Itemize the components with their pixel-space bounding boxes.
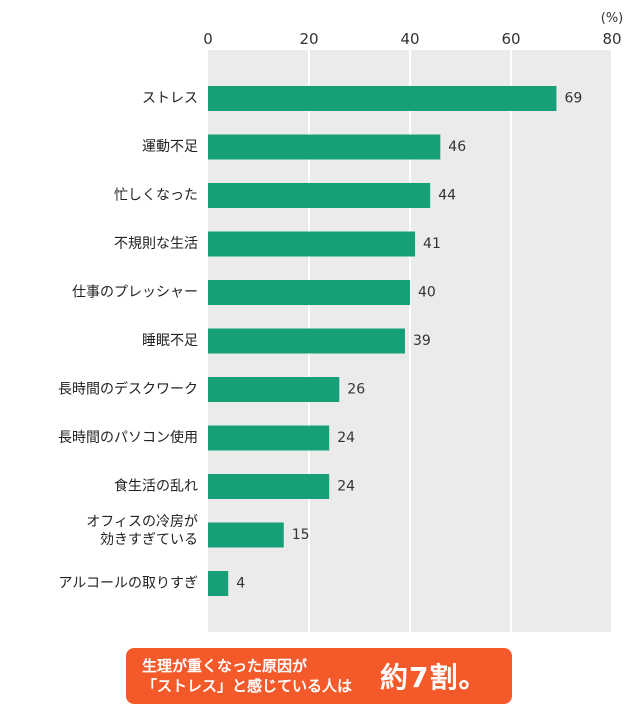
bar [208, 522, 284, 548]
data-label: 4 [236, 576, 245, 592]
x-tick-label: 60 [501, 30, 520, 48]
category-label: 長時間のデスクワーク [58, 381, 198, 398]
callout-highlight: 約7割。 [380, 661, 488, 694]
data-label: 24 [337, 479, 355, 495]
x-tick-label: 0 [203, 30, 213, 48]
bar [208, 183, 431, 208]
category-label: 運動不足 [142, 139, 198, 155]
bar [208, 86, 557, 111]
category-label-line: オフィスの冷房が [86, 514, 198, 530]
x-tick-label: 80 [602, 30, 621, 48]
category-label-line: 効きすぎている [100, 532, 198, 548]
data-label: 46 [448, 139, 466, 155]
bar [208, 377, 340, 402]
bar [208, 231, 416, 257]
x-tick-label: 40 [400, 30, 419, 48]
data-label: 24 [337, 430, 355, 446]
category-label: ストレス [142, 91, 198, 107]
category-label: 食生活の乱れ [114, 478, 198, 495]
data-label: 15 [292, 527, 310, 543]
data-label: 39 [413, 333, 431, 349]
bar [208, 134, 441, 160]
data-label: 44 [438, 188, 456, 204]
category-label: オフィスの冷房が効きすぎている [86, 514, 198, 548]
unit-label: (%) [601, 11, 624, 26]
bar [208, 425, 330, 451]
category-label: 忙しくなった [114, 188, 198, 204]
bar [208, 280, 410, 305]
category-label: 不規則な生活 [114, 236, 198, 252]
callout-line-2: 「ストレス」と感じている人は [142, 677, 353, 695]
callout-line-1: 生理が重くなった原因が [142, 657, 308, 675]
data-label: 69 [564, 91, 582, 107]
bar [208, 328, 405, 354]
bar [208, 571, 229, 596]
x-tick-label: 20 [299, 30, 318, 48]
category-label: アルコールの取りすぎ [58, 576, 198, 592]
summary-callout: 生理が重くなった原因が 「ストレス」と感じている人は 約7割。 [126, 648, 512, 704]
category-label: 睡眠不足 [142, 333, 198, 349]
data-label: 26 [347, 382, 365, 398]
callout-text: 生理が重くなった原因が 「ストレス」と感じている人は [142, 656, 352, 696]
data-label: 41 [423, 236, 441, 252]
category-label: 長時間のパソコン使用 [58, 429, 198, 446]
bar [208, 474, 330, 499]
category-label: 仕事のプレッシャー [72, 285, 198, 301]
data-label: 40 [418, 285, 436, 301]
